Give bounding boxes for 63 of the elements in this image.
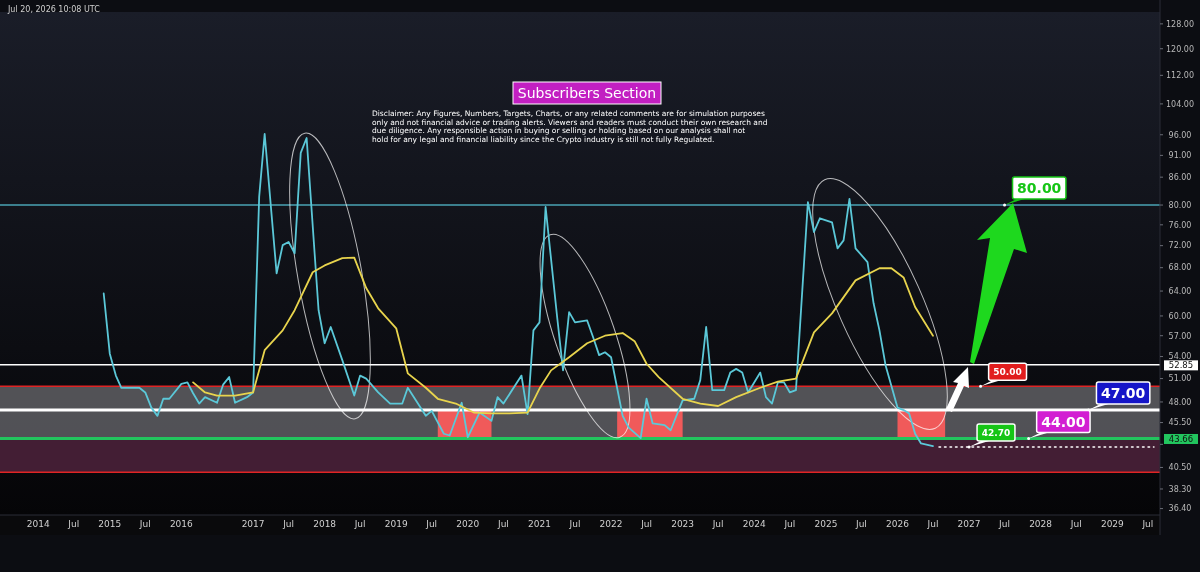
x-tick-label: 2026 (886, 519, 910, 529)
x-tick-label: Jul (282, 519, 295, 529)
y-tick-label: 45.50 (1168, 418, 1192, 428)
line-series (192, 256, 934, 415)
x-tick-label: 2023 (671, 519, 695, 529)
y-tick-label: 51.00 (1168, 374, 1192, 384)
annotation: 42.70 (981, 427, 1011, 438)
annotation: 50.00 (993, 366, 1022, 377)
ref-line-label: 43.66 (1168, 433, 1194, 444)
x-tick-label: 2014 (26, 519, 50, 529)
annotation: 80.00 (1017, 180, 1062, 197)
x-tick-label: Jul (425, 519, 438, 529)
y-tick-label: 54.00 (1168, 352, 1192, 362)
y-tick-label: 64.00 (1168, 286, 1192, 296)
y-tick-label: 72.00 (1168, 241, 1192, 251)
y-tick-label: 36.40 (1168, 504, 1192, 514)
x-tick-label: 2019 (384, 519, 408, 529)
x-tick-label: 2029 (1100, 519, 1125, 529)
x-tick-label: Jul (353, 519, 366, 529)
y-tick-label: 60.00 (1168, 311, 1192, 321)
y-tick-label: 68.00 (1168, 263, 1192, 273)
x-tick-label: Jul (1141, 519, 1154, 529)
ref-line-label: 52.85 (1168, 360, 1194, 371)
y-tick-label: 40.50 (1168, 463, 1192, 473)
x-tick-label: 2024 (742, 519, 766, 529)
x-tick-label: Jul (640, 519, 652, 529)
x-tick-label: 2028 (1029, 519, 1053, 529)
line-series (102, 133, 934, 448)
y-tick-label: 96.00 (1168, 130, 1192, 140)
y-tick-label: 80.00 (1168, 200, 1192, 210)
x-tick-label: Jul (67, 519, 80, 529)
x-tick-label: 2021 (528, 519, 551, 529)
x-tick-label: Jul (497, 519, 509, 529)
y-tick-label: 120.00 (1166, 44, 1194, 54)
text: Subscribers Section (517, 85, 657, 101)
annotation: 44.00 (1041, 413, 1086, 430)
x-tick-label: 2025 (814, 519, 838, 529)
x-tick-label: 2017 (241, 519, 265, 529)
x-tick-label: Jul (568, 519, 581, 529)
x-tick-label: 2027 (957, 519, 981, 529)
annotation: Jul 20, 2026 10:08 UTC (7, 5, 101, 14)
y-tick-label: 128.00 (1166, 19, 1194, 29)
x-tick-label: 2015 (98, 519, 122, 529)
y-tick-label: 57.00 (1168, 331, 1192, 341)
y-tick-label: 91.00 (1168, 151, 1192, 161)
y-tick-label: 112.00 (1166, 71, 1194, 81)
y-tick-label: 76.00 (1168, 220, 1192, 230)
x-tick-label: Jul (854, 519, 867, 529)
x-tick-label: 2020 (456, 519, 480, 529)
x-tick-label: Jul (711, 519, 724, 529)
x-tick-label: 2022 (599, 519, 623, 529)
x-tick-label: 2018 (313, 519, 337, 529)
annotation: 47.00 (1100, 385, 1146, 402)
x-tick-label: Jul (138, 519, 151, 529)
x-tick-label: Jul (1069, 519, 1082, 529)
y-tick-label: 86.00 (1168, 172, 1192, 182)
x-tick-label: Jul (926, 519, 939, 529)
x-tick-label: 2016 (169, 519, 194, 529)
x-tick-label: Jul (783, 519, 796, 529)
y-tick-label: 104.00 (1166, 99, 1194, 109)
y-tick-label: 38.30 (1168, 484, 1192, 494)
x-tick-label: Jul (998, 519, 1010, 529)
y-tick-label: 48.00 (1168, 397, 1192, 407)
